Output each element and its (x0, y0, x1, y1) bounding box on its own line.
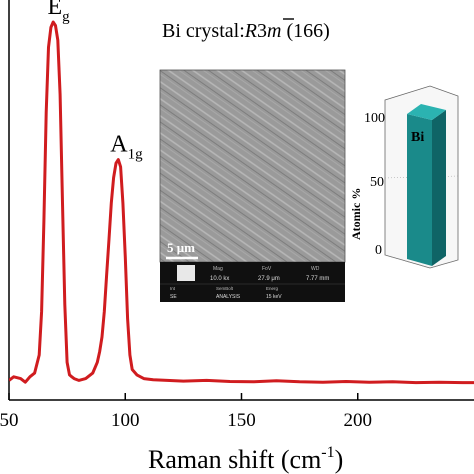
bar-bi-side (432, 110, 446, 266)
x-tick-label-150: 150 (227, 410, 256, 431)
title-text: Bi crystal: (162, 20, 245, 42)
svg-text:Bi crystal:R3m(166): Bi crystal:R3m (166) (162, 20, 330, 42)
sem-image (160, 70, 345, 262)
sem-value-0: 10.0 kx (210, 276, 229, 282)
peak-label-eg: Eg (48, 0, 71, 25)
sem-inset: 5 μm Mag FoV WD 10.0 kx 27.9 μm 7.77 mm … (159, 69, 346, 302)
x-axis-ticks: 50 100 150 200 (0, 393, 372, 431)
sem-header2-1: SemBolt (216, 286, 234, 291)
sem-logo (177, 265, 195, 281)
x-axis-label-text: Raman shift (cm (148, 445, 321, 474)
raman-spectrum-line (9, 20, 474, 385)
sem-header2-0: Int (170, 286, 176, 291)
chart-title: Bi crystal:R3m (166) (162, 18, 330, 42)
space-group-bar-digit: 3 (257, 20, 267, 42)
x-tick-label-100: 100 (111, 410, 140, 431)
sem-header2-2: Energ (266, 286, 279, 291)
x-tick-label-200: 200 (344, 410, 373, 431)
bar-tick-100: 100 (364, 111, 385, 126)
sem-header-2: WD (311, 266, 320, 272)
sem-value-2: 7.77 mm (306, 276, 329, 282)
bar-tick-0: 0 (375, 243, 382, 258)
sem-value2-0: SE (170, 294, 177, 300)
peak-label-a1g-sub: 1g (128, 147, 143, 163)
space-group-number: (166) (286, 20, 329, 42)
space-group-m: m (267, 20, 281, 42)
x-tick-label-50: 50 (0, 410, 19, 431)
space-group-letter: R (244, 20, 257, 42)
peak-label-a1g: A1g (110, 132, 143, 163)
peak-label-a1g-main: A (110, 132, 128, 158)
x-axis-label: Raman shift (cm-1) (148, 444, 343, 474)
svg-text:A1g: A1g (110, 132, 143, 163)
sem-value-1: 27.9 μm (258, 276, 280, 282)
x-axis-label-superscript: -1 (321, 444, 334, 461)
sem-value2-2: 15 keV (266, 294, 282, 300)
bar-tick-50: 50 (370, 175, 384, 190)
svg-text:Eg: Eg (48, 0, 71, 25)
sem-value2-1: ANALYSIS (216, 294, 241, 300)
atomic-percent-inset: Bi 100 50 0 Atomic % (349, 85, 459, 269)
sem-header-1: FoV (262, 266, 272, 272)
x-axis-label-close: ) (335, 445, 344, 474)
peak-label-eg-sub: g (62, 9, 70, 25)
peak-label-eg-main: E (48, 0, 63, 20)
bar-bi-top (407, 104, 446, 120)
bar-bi-front (407, 114, 432, 266)
bar-y-axis-label: Atomic % (349, 188, 363, 240)
sem-header-0: Mag (213, 266, 223, 272)
bar-category-label: Bi (411, 130, 424, 145)
sem-scale-label: 5 μm (167, 240, 195, 255)
